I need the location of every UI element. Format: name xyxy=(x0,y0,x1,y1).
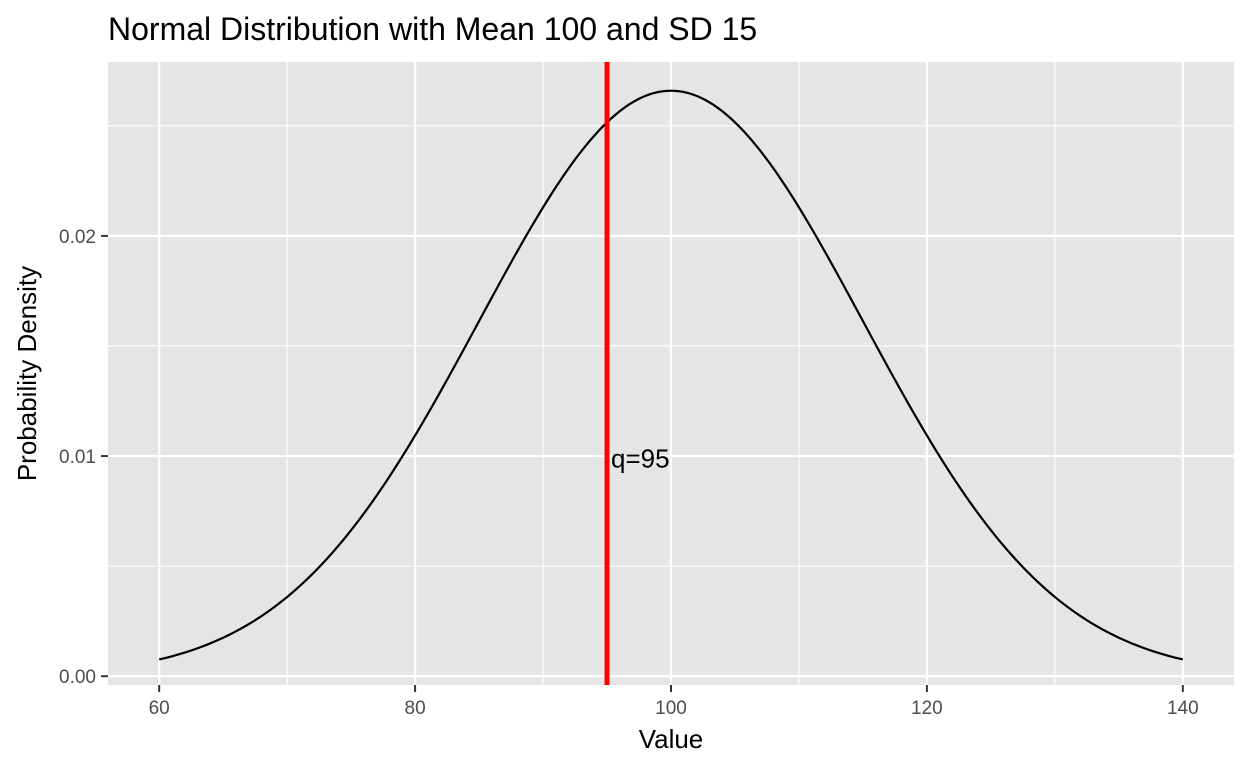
chart-title: Normal Distribution with Mean 100 and SD… xyxy=(108,11,757,47)
x-axis-ticks: 60 80 100 120 140 xyxy=(149,685,1199,719)
quantile-label: q=95 xyxy=(611,443,670,473)
x-tick-label: 60 xyxy=(149,698,170,719)
density-curve xyxy=(158,89,1184,661)
x-axis-title: Value xyxy=(639,724,704,754)
x-tick-label: 100 xyxy=(655,698,687,719)
y-tick-label: 0.01 xyxy=(59,447,96,468)
gridlines xyxy=(108,62,1234,685)
y-tick-label: 0.02 xyxy=(59,227,96,248)
y-axis-title: Probability Density xyxy=(12,266,42,481)
y-tick-label: 0.00 xyxy=(59,667,96,688)
x-tick-label: 140 xyxy=(1167,698,1199,719)
y-axis-ticks: 0.00 0.01 0.02 xyxy=(59,227,108,688)
x-tick-label: 80 xyxy=(405,698,426,719)
x-tick-label: 120 xyxy=(911,698,943,719)
